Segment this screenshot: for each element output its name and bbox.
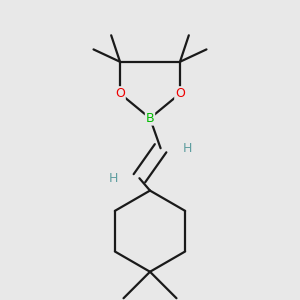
Text: H: H xyxy=(108,172,118,185)
Text: H: H xyxy=(182,142,192,155)
Text: B: B xyxy=(146,112,154,125)
Text: O: O xyxy=(175,87,185,100)
Text: O: O xyxy=(115,87,125,100)
